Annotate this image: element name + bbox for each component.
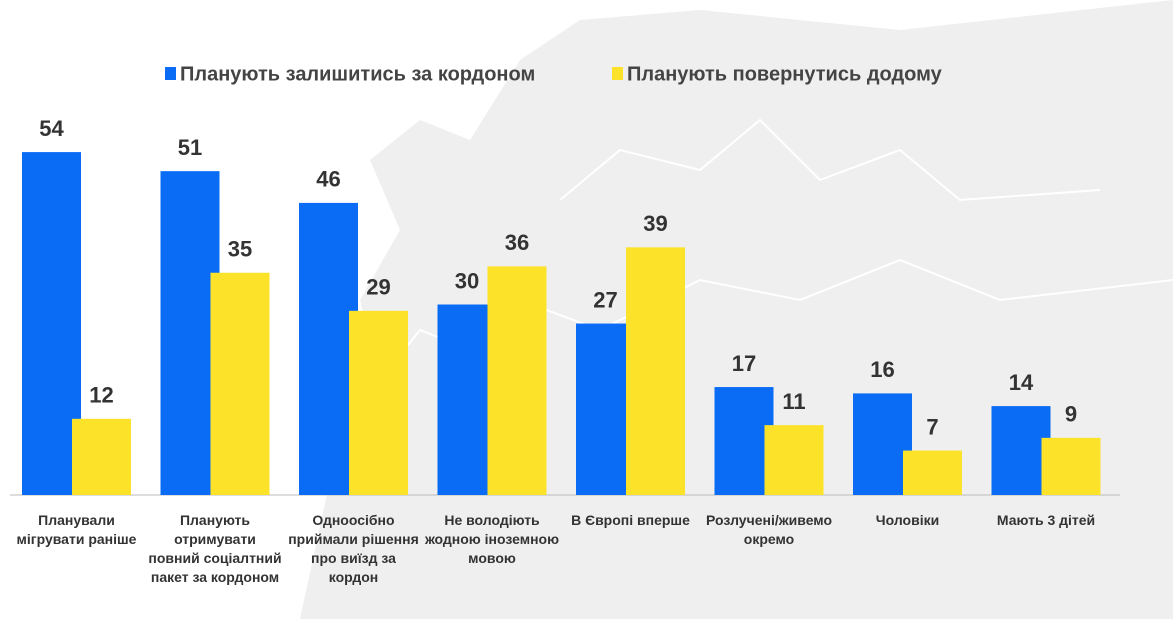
value-label: 46 — [316, 167, 340, 192]
value-label: 36 — [505, 230, 529, 255]
value-label: 16 — [870, 357, 894, 382]
legend-swatch — [165, 67, 176, 80]
bar — [853, 393, 912, 495]
bar — [764, 425, 824, 495]
value-label: 51 — [178, 135, 202, 160]
bar — [991, 406, 1051, 495]
map-border — [559, 118, 1101, 202]
x-tick-label: Планували мігрувати раніше — [16, 512, 137, 547]
x-tick-label: Мають 3 дітей — [996, 512, 1096, 528]
bar — [576, 323, 635, 495]
bar — [714, 387, 774, 495]
value-label: 7 — [926, 414, 938, 439]
value-label: 39 — [643, 211, 667, 236]
value-label: 30 — [455, 268, 479, 293]
x-tick-label: В Європі вперше — [571, 512, 690, 528]
x-tick-label: Одноосібно приймали рішення про виїзд за… — [288, 512, 419, 585]
bar — [349, 310, 408, 495]
x-tick-label: Чоловіки — [875, 512, 940, 528]
value-label: 17 — [732, 351, 756, 376]
bar — [72, 418, 131, 495]
bar — [299, 202, 358, 495]
x-tick-label: Не володіють жодною іноземною мовою — [424, 512, 560, 566]
value-label: 14 — [1009, 370, 1034, 395]
value-label: 35 — [228, 237, 252, 262]
bar — [210, 272, 270, 495]
x-tick-label: Розлучені/живемо окремо — [705, 512, 833, 547]
bar — [437, 304, 497, 495]
bar — [160, 171, 220, 495]
value-label: 54 — [39, 116, 64, 141]
legend-swatch — [612, 67, 623, 80]
value-label: 12 — [89, 383, 113, 408]
value-label: 29 — [366, 275, 390, 300]
legend-label: Планують залишитись за кордоном — [180, 63, 535, 85]
bar — [487, 266, 547, 495]
value-label: 11 — [782, 389, 805, 414]
x-tick-label: Планують отримувати повний соціалтний па… — [148, 512, 282, 585]
legend-label: Планують повернутись додому — [627, 63, 943, 85]
bar — [626, 247, 685, 495]
bar — [22, 152, 81, 495]
value-label: 27 — [593, 287, 617, 312]
bar — [1041, 437, 1101, 495]
value-label: 9 — [1065, 402, 1077, 427]
bar — [903, 450, 962, 495]
